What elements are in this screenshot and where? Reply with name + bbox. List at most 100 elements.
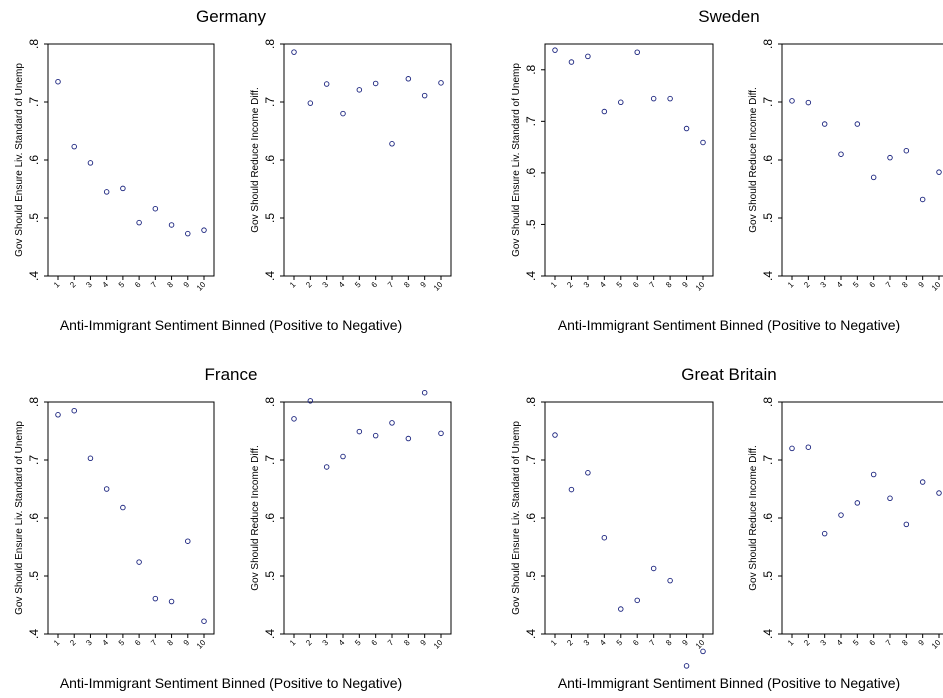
x-tick-label: 10: [694, 638, 707, 651]
x-tick-label: 8: [402, 280, 412, 290]
plot-frame: [544, 43, 714, 277]
plot-frame: [47, 43, 215, 277]
y-tick-label: .4: [761, 271, 775, 281]
x-tick-label: 2: [304, 280, 314, 290]
data-point: [618, 99, 624, 106]
country-title: Germany: [196, 7, 266, 26]
y-axis-label: Gov Should Reduce Income Diff.: [748, 445, 759, 590]
plot-frame: [283, 43, 452, 277]
x-tick-label: 5: [615, 638, 625, 648]
data-point: [185, 538, 191, 544]
y-axis-label: Gov Should Ensure Liv. Standard of Unemp: [511, 63, 522, 257]
data-point: [438, 80, 444, 86]
data-point: [103, 486, 110, 492]
data-point: [307, 398, 314, 404]
scatter-panel-2: .4 .5 .6 .7 .8 Gov Should Reduce Income Diff.…: [250, 39, 452, 293]
data-point: [789, 445, 795, 452]
data-point: [903, 147, 910, 154]
data-point: [650, 565, 657, 572]
x-tick-label: 9: [419, 280, 429, 290]
y-tick-label: .7: [761, 455, 775, 465]
data-point: [870, 174, 877, 181]
x-tick-label: 3: [582, 638, 592, 648]
data-point: [650, 95, 657, 102]
data-point: [805, 444, 812, 450]
x-tick-label: 10: [694, 280, 707, 293]
x-tick-label: 9: [680, 638, 690, 648]
x-tick-label: 2: [802, 638, 812, 648]
y-tick-label: .7: [263, 97, 277, 107]
y-tick-label: .6: [761, 513, 775, 523]
x-tick-label: 5: [117, 280, 127, 290]
data-point: [405, 435, 412, 442]
data-point: [585, 470, 591, 476]
y-tick-label: .5: [761, 571, 775, 581]
x-tick-label: 6: [370, 280, 380, 290]
data-point: [389, 420, 395, 426]
y-tick-label: .5: [27, 213, 41, 223]
x-tick-label: 10: [195, 638, 208, 651]
country-group-sweden: Sweden Anti-Immigrant Sentiment Binned (…: [511, 7, 943, 333]
data-point: [854, 121, 861, 127]
data-point: [789, 98, 795, 104]
y-tick-label: .8: [524, 397, 538, 407]
data-point: [87, 160, 94, 166]
x-tick-label: 8: [664, 280, 674, 290]
y-tick-label: .6: [263, 155, 277, 165]
data-point: [120, 185, 126, 192]
data-point: [323, 81, 330, 87]
x-tick-label: 3: [84, 280, 94, 290]
plot-frame: [781, 401, 943, 635]
country-group-great-britain: Great Britain Anti-Immigrant Sentiment B…: [511, 365, 943, 691]
data-point: [854, 500, 861, 506]
data-point: [585, 53, 591, 60]
y-tick-label: .4: [263, 629, 277, 639]
data-point: [700, 139, 706, 146]
data-point: [821, 121, 828, 127]
data-point: [919, 479, 926, 485]
x-tick-label: 8: [402, 638, 412, 648]
x-tick-label: 2: [68, 280, 78, 290]
data-point: [634, 49, 640, 55]
y-axis-label: Gov Should Reduce Income Diff.: [250, 445, 261, 590]
x-tick-label: 1: [549, 638, 559, 648]
x-tick-label: 5: [117, 638, 127, 648]
plot-frame: [781, 43, 943, 277]
scatter-panel-2: .4 .5 .6 .7 .8 Gov Should Reduce Income Diff.…: [748, 397, 943, 651]
data-point: [601, 108, 608, 115]
x-tick-label: 2: [68, 638, 78, 648]
plot-frame: [47, 401, 215, 635]
data-point: [185, 230, 191, 237]
x-tick-label: 6: [133, 638, 143, 648]
y-tick-label: .5: [263, 213, 277, 223]
x-tick-label: 7: [884, 280, 894, 290]
y-tick-label: .7: [761, 97, 775, 107]
y-tick-label: .8: [761, 39, 775, 49]
y-tick-label: .4: [524, 271, 538, 281]
scatter-panel-2: .4 .5 .6 .7 .8 Gov Should Reduce Income Diff.…: [250, 389, 452, 651]
y-tick-label: .7: [27, 455, 41, 465]
x-tick-label: 5: [353, 638, 363, 648]
x-tick-label: 7: [648, 280, 658, 290]
x-tick-label: 6: [370, 638, 380, 648]
x-tick-label: 9: [917, 638, 927, 648]
x-tick-label: 7: [884, 638, 894, 648]
y-tick-label: .6: [761, 155, 775, 165]
data-point: [936, 169, 942, 175]
y-tick-label: .6: [263, 513, 277, 523]
x-tick-label: 9: [182, 638, 192, 648]
data-point: [683, 125, 690, 132]
y-tick-label: .6: [27, 513, 41, 523]
y-axis-label: Gov Should Ensure Liv. Standard of Unemp: [14, 421, 25, 615]
x-tick-label: 7: [386, 638, 396, 648]
x-tick-label: 4: [337, 280, 347, 290]
data-point: [71, 143, 77, 150]
x-tick-label: 4: [101, 638, 111, 648]
data-point: [372, 80, 379, 87]
x-tick-label: 1: [52, 280, 62, 290]
country-group-france: France Anti-Immigrant Sentiment Binned (…: [14, 365, 452, 691]
x-tick-label: 7: [149, 638, 159, 648]
x-tick-label: 3: [819, 280, 829, 290]
x-tick-label: 1: [288, 638, 298, 648]
